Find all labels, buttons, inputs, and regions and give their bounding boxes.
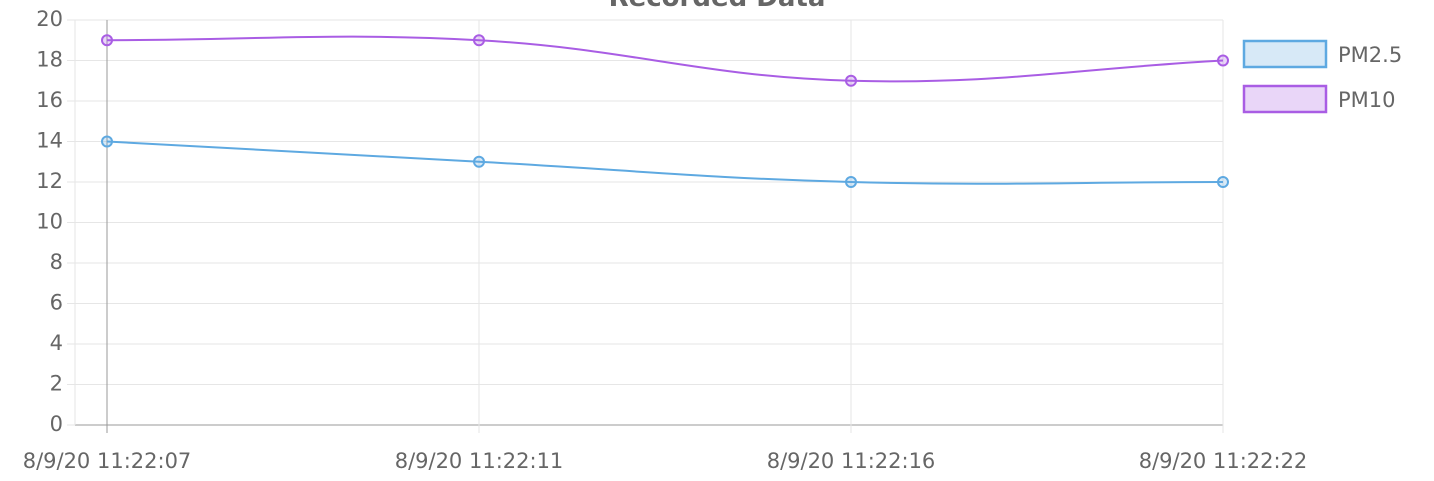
data-point <box>473 34 485 47</box>
legend-label: PM10 <box>1338 88 1396 112</box>
y-tick-label: 14 <box>36 129 63 153</box>
x-tick-label: 8/9/20 11:22:22 <box>1139 449 1308 473</box>
y-tick-label: 4 <box>50 331 63 355</box>
data-point <box>1217 54 1229 67</box>
data-point <box>473 155 485 168</box>
y-tick-label: 18 <box>36 48 63 72</box>
legend-swatch <box>1242 84 1328 114</box>
series-line <box>106 140 1224 185</box>
y-tick-label: 20 <box>36 7 63 31</box>
data-point <box>845 74 857 87</box>
chart-title: Recorded Data <box>609 0 826 13</box>
series-line <box>106 35 1224 83</box>
x-tick-label: 8/9/20 11:22:07 <box>23 449 192 473</box>
y-tick-label: 6 <box>50 291 63 315</box>
y-tick-label: 2 <box>50 372 63 396</box>
x-tick-label: 8/9/20 11:22:16 <box>767 449 936 473</box>
y-tick-label: 12 <box>36 169 63 193</box>
legend-label: PM2.5 <box>1338 43 1402 67</box>
y-tick-label: 16 <box>36 88 63 112</box>
x-tick-label: 8/9/20 11:22:11 <box>395 449 564 473</box>
y-tick-label: 8 <box>50 250 63 274</box>
y-tick-label: 0 <box>50 412 63 436</box>
data-point <box>845 176 857 188</box>
data-point <box>1217 176 1229 188</box>
legend-swatch <box>1242 39 1328 69</box>
data-point <box>101 34 113 47</box>
data-point <box>101 135 113 148</box>
y-tick-label: 10 <box>36 210 63 234</box>
